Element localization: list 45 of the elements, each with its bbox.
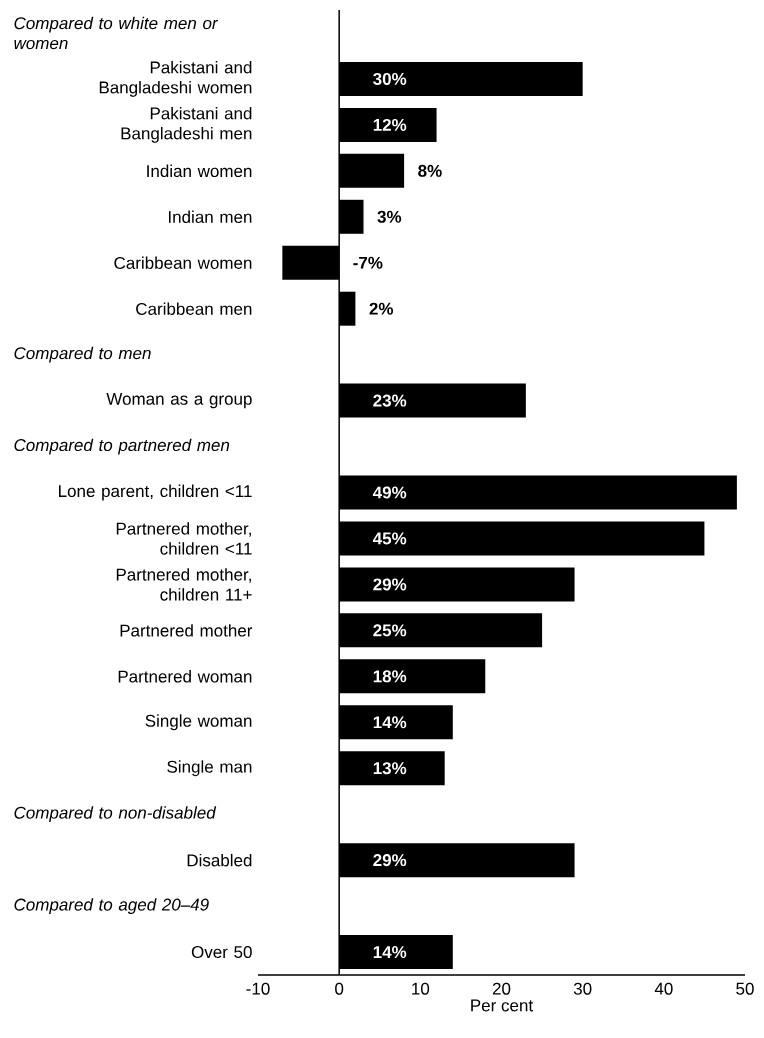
text: Compared to aged 20–49 (14, 898, 209, 915)
data-label: 14% (373, 946, 407, 959)
y-tick-label: Partnered woman (118, 670, 252, 683)
y-tick-label: Lone parent, children <11 (59, 484, 252, 501)
x-axis-title: Per cent (471, 999, 533, 1012)
data-label: 49% (372, 486, 407, 499)
y-tick-label: Woman as a group (106, 392, 252, 409)
data-label: 30% (373, 72, 407, 85)
y-tick-label: Single woman (145, 714, 252, 731)
x-tick-label: 20 (492, 982, 511, 995)
y-tick-label: Caribbean men (136, 302, 252, 315)
x-tick-label: 0 (335, 982, 344, 995)
data-label: 13% (373, 762, 407, 775)
text: Compared to non-disabled (14, 806, 217, 823)
data-label: 18% (373, 670, 407, 683)
data-label: 45% (372, 532, 407, 545)
data-label: 25% (373, 624, 407, 637)
data-label: 12% (373, 118, 407, 131)
y-tick-label: Single man (167, 760, 252, 777)
x-tick-label: 40 (654, 982, 673, 995)
y-tick-label: Over 50 (191, 946, 252, 959)
data-label: 29% (373, 854, 407, 867)
y-tick-label: Indian women (147, 164, 252, 178)
x-tick-label: -10 (246, 982, 270, 995)
text: Compared to men (14, 346, 151, 363)
data-label: 8% (418, 164, 442, 177)
y-tick-label: Pakistani and Bangladeshi men (121, 106, 252, 143)
y-tick-label: Partnered mother, children 11+ (116, 568, 252, 601)
x-tick-label: 10 (412, 982, 430, 995)
x-tick-label: 50 (736, 982, 754, 995)
y-tick-label: Indian men (168, 210, 252, 224)
y-tick-label: Pakistani and Bangladeshi women (99, 61, 252, 97)
data-label: 23% (373, 394, 407, 407)
x-tick-label: 30 (573, 982, 592, 995)
y-tick-label: Disabled (187, 853, 252, 867)
y-tick-label: Caribbean women (114, 256, 252, 269)
y-tick-label: Partnered mother, children <11 (116, 522, 252, 555)
data-label: 2% (369, 302, 394, 315)
data-label: -7% (353, 256, 383, 269)
text: Compared to white men or women (14, 16, 219, 50)
data-label: 3% (377, 210, 402, 223)
y-tick-label: Partnered mother (120, 624, 253, 637)
data-label: 14% (373, 716, 407, 729)
text: Compared to partnered men (14, 438, 230, 455)
data-label: 29% (373, 578, 407, 591)
